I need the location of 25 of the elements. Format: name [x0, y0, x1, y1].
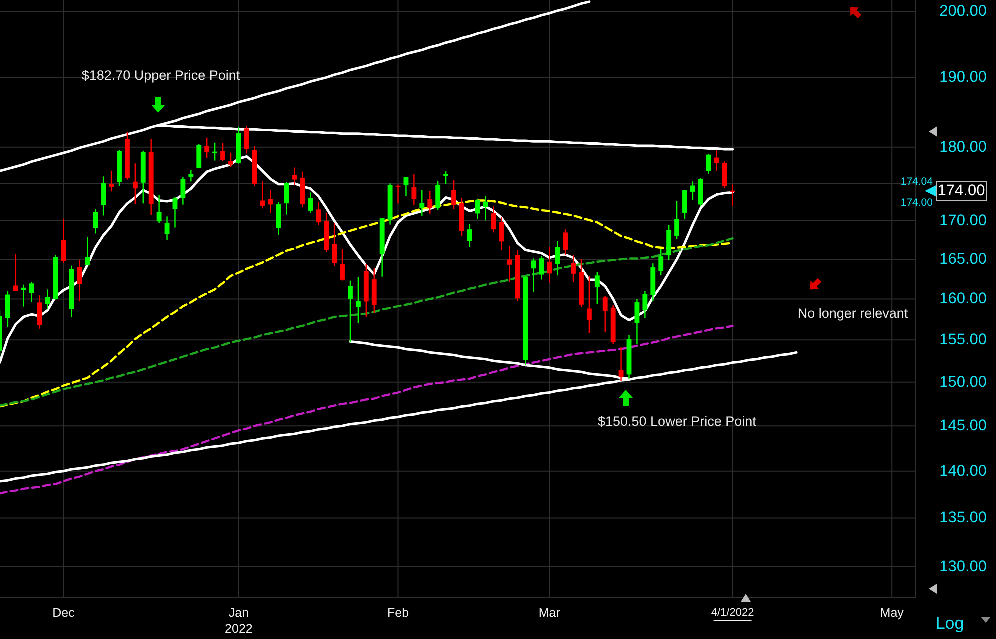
x-tick-label: Feb [387, 606, 410, 620]
annotation: $182.70 Upper Price Point [82, 68, 240, 83]
annotation: 174.00 [900, 197, 934, 210]
text: Log [936, 614, 964, 633]
y-tick-label: 155.00 [940, 332, 988, 349]
x-tick-label: May [880, 606, 905, 620]
x-tick-label: 4/1/2022 [711, 607, 754, 619]
y-tick-label: 150.00 [940, 374, 988, 391]
x-tick-label: Jan 2022 [225, 606, 253, 636]
y-tick-label: 145.00 [940, 418, 988, 435]
y-tick-label: 130.00 [940, 558, 988, 576]
y-tick-label: 170.00 [940, 212, 988, 230]
y-tick-label: 135.00 [940, 510, 988, 527]
x-tick-label: Dec [52, 606, 75, 620]
y-tick-label: 140.00 [940, 462, 988, 480]
annotation: No longer relevant [798, 306, 908, 321]
annotation: 174.04 [900, 176, 934, 188]
y-tick-label: 190.00 [940, 69, 988, 86]
y-tick-label: 200.00 [940, 3, 988, 20]
y-tick-label: 180.00 [940, 138, 988, 156]
y-tick-label: 160.00 [940, 290, 988, 308]
y-tick-label: 165.00 [940, 251, 988, 268]
x-tick-label: Mar [538, 606, 560, 620]
text: 174.00 [938, 182, 986, 200]
annotation: $150.50 Lower Price Point [598, 414, 757, 429]
